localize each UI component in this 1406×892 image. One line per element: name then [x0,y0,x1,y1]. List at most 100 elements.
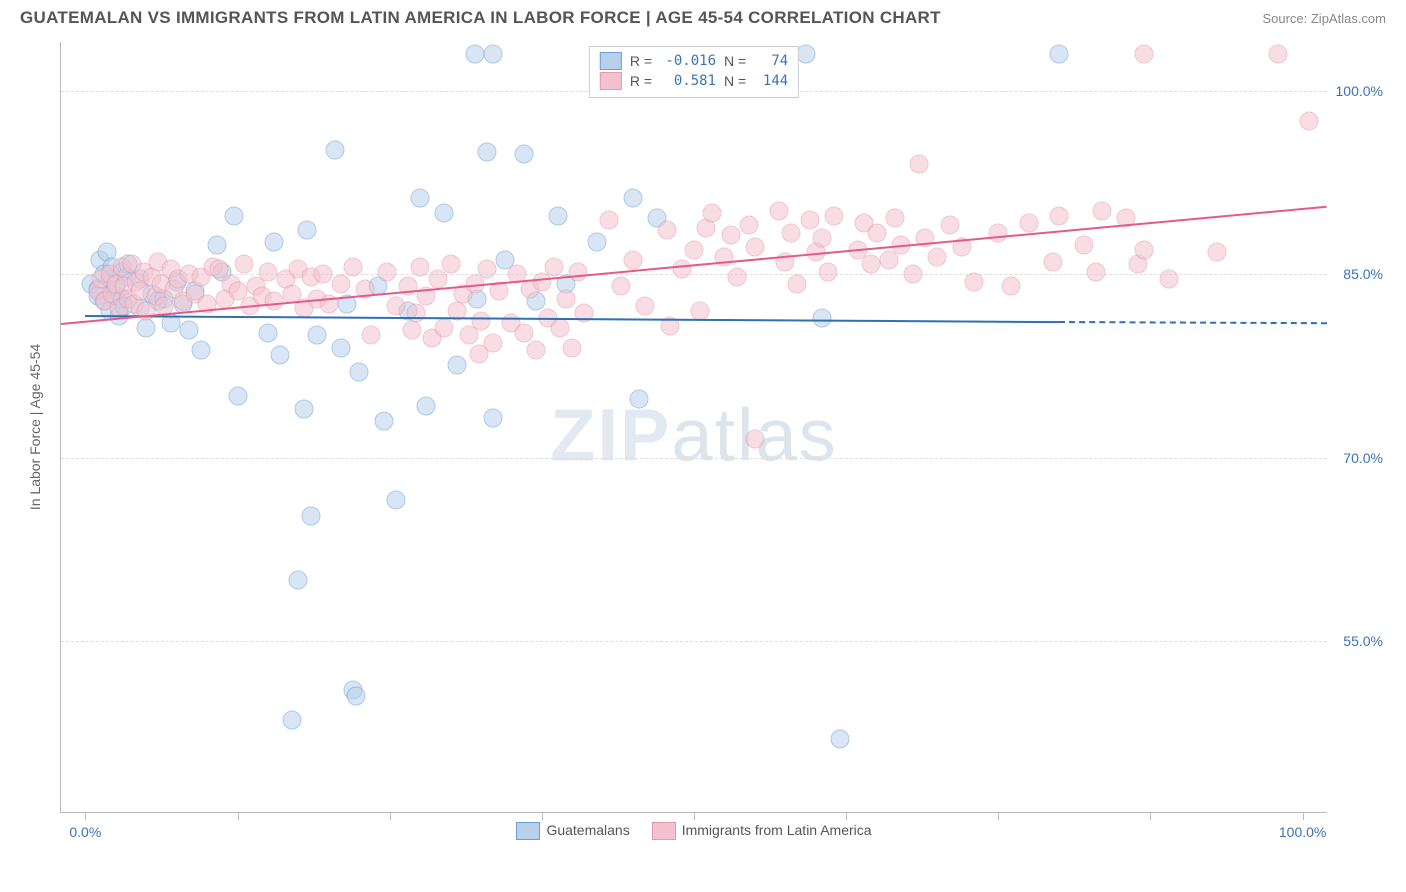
data-point-latin [611,277,630,296]
data-point-guatemalans [587,233,606,252]
legend-item-guatemalans: Guatemalans [516,822,629,840]
gridline [61,458,1327,459]
legend-r-label: R = [630,51,652,71]
chart-container: ZIPatlas In Labor Force | Age 45-54 R = … [20,42,1386,813]
source-attribution: Source: ZipAtlas.com [1262,11,1386,26]
data-point-guatemalans [307,326,326,345]
data-point-latin [636,297,655,316]
data-point-latin [1086,262,1105,281]
x-tick [542,812,543,820]
data-point-guatemalans [796,45,815,64]
data-point-latin [1269,45,1288,64]
data-point-latin [557,289,576,308]
x-tick-label: 0.0% [69,824,101,840]
data-point-latin [526,341,545,360]
x-tick [390,812,391,820]
data-point-latin [624,250,643,269]
series-legend: Guatemalans Immigrants from Latin Americ… [61,822,1327,840]
data-point-latin [435,319,454,338]
data-point-latin [1159,270,1178,289]
data-point-latin [770,201,789,220]
data-point-latin [1001,277,1020,296]
legend-n-label: N = [724,51,746,71]
data-point-latin [1135,45,1154,64]
plot-area: ZIPatlas In Labor Force | Age 45-54 R = … [60,42,1327,813]
x-tick [1303,812,1304,820]
watermark: ZIPatlas [550,392,837,477]
data-point-guatemalans [350,363,369,382]
data-point-guatemalans [417,397,436,416]
data-point-latin [331,275,350,294]
data-point-guatemalans [179,321,198,340]
data-point-latin [407,304,426,323]
correlation-legend: R = -0.016 N = 74 R = 0.581 N = 144 [589,46,799,98]
x-tick [85,812,86,820]
legend-row-guatemalans: R = -0.016 N = 74 [600,51,788,71]
data-point-latin [569,262,588,281]
data-point-latin [928,248,947,267]
x-tick [998,812,999,820]
data-point-guatemalans [435,204,454,223]
data-point-guatemalans [1050,45,1069,64]
data-point-latin [672,260,691,279]
legend-row-latin: R = 0.581 N = 144 [600,71,788,91]
data-point-latin [1208,243,1227,262]
data-point-guatemalans [301,507,320,526]
legend-n-label: N = [724,71,746,91]
data-point-guatemalans [283,711,302,730]
data-point-latin [721,226,740,245]
data-point-guatemalans [265,233,284,252]
data-point-guatemalans [478,143,497,162]
legend-swatch-bottom-latin [652,822,676,840]
data-point-guatemalans [812,309,831,328]
data-point-latin [1074,235,1093,254]
legend-item-latin: Immigrants from Latin America [652,822,872,840]
x-tick-label: 100.0% [1279,824,1326,840]
data-point-guatemalans [297,221,316,240]
source-link[interactable]: ZipAtlas.com [1311,11,1386,26]
data-point-guatemalans [465,45,484,64]
data-point-latin [800,211,819,230]
y-tick-label: 100.0% [1336,83,1383,99]
data-point-guatemalans [386,491,405,510]
data-point-latin [265,292,284,311]
legend-r-label: R = [630,71,652,91]
data-point-latin [818,262,837,281]
data-point-latin [691,301,710,320]
legend-n-value-latin: 144 [754,71,788,91]
data-point-latin [258,262,277,281]
data-point-latin [727,267,746,286]
data-point-latin [1050,206,1069,225]
data-point-latin [812,228,831,247]
data-point-latin [964,272,983,291]
chart-header: GUATEMALAN VS IMMIGRANTS FROM LATIN AMER… [0,0,1406,32]
data-point-guatemalans [137,319,156,338]
legend-label-latin: Immigrants from Latin America [682,822,872,838]
gridline [61,274,1327,275]
data-point-latin [703,204,722,223]
data-point-latin [599,211,618,230]
data-point-latin [551,319,570,338]
data-point-guatemalans [374,411,393,430]
legend-r-value-guatemalans: -0.016 [660,51,716,71]
data-point-latin [745,238,764,257]
data-point-guatemalans [484,409,503,428]
data-point-guatemalans [289,570,308,589]
data-point-latin [484,333,503,352]
data-point-guatemalans [271,345,290,364]
y-tick-label: 55.0% [1343,633,1383,649]
data-point-guatemalans [447,355,466,374]
y-tick-label: 70.0% [1343,450,1383,466]
data-point-latin [940,216,959,235]
data-point-guatemalans [325,140,344,159]
data-point-latin [1135,240,1154,259]
data-point-guatemalans [224,206,243,225]
legend-swatch-latin [600,72,622,90]
data-point-latin [362,326,381,345]
data-point-latin [441,255,460,274]
data-point-latin [234,255,253,274]
data-point-guatemalans [514,145,533,164]
legend-label-guatemalans: Guatemalans [546,822,629,838]
data-point-latin [904,265,923,284]
legend-r-value-latin: 0.581 [660,71,716,91]
